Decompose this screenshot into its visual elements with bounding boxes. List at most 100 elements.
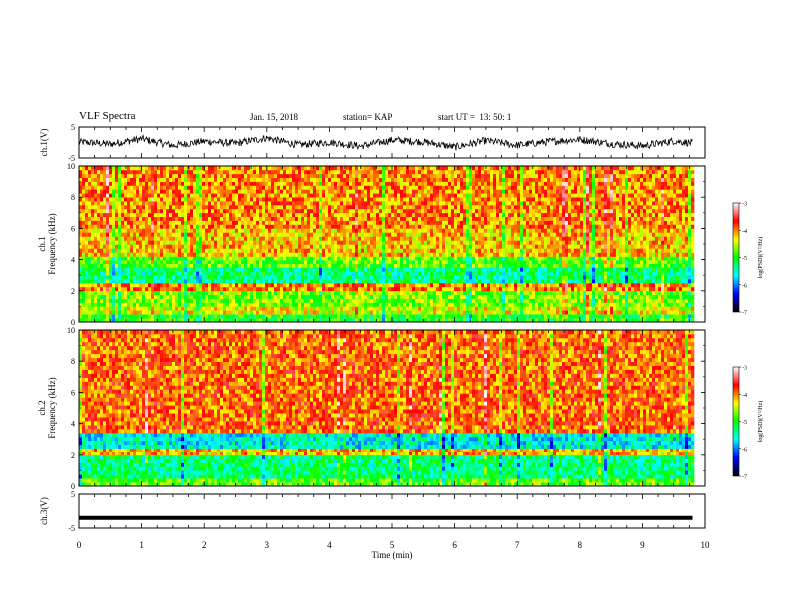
spectrogram-cell [142, 240, 145, 244]
spectrogram-cell [436, 221, 439, 225]
spectrogram-cell [421, 193, 424, 197]
spectrogram-cell [244, 170, 247, 174]
spectrogram-cell [196, 182, 199, 186]
spectrogram-cell [112, 260, 115, 264]
spectrogram-cell [103, 295, 106, 299]
spectrogram-cell [406, 193, 409, 197]
spectrogram-cell [196, 240, 199, 244]
spectrogram-cell [112, 249, 115, 253]
spectrogram-cell [247, 283, 250, 287]
spectrogram-cell [142, 221, 145, 225]
spectrogram-cell [193, 314, 196, 318]
spectrogram-cell [271, 217, 274, 221]
spectrogram-cell [358, 240, 361, 244]
spectrogram-cell [130, 232, 133, 236]
spectrogram-cell [409, 174, 412, 178]
spectrogram-cell [262, 291, 265, 295]
spectrogram-cell [196, 275, 199, 279]
spectrogram-cell [82, 267, 85, 271]
spectrogram-cell [259, 257, 262, 261]
spectrogram-cell [388, 260, 391, 264]
spectrogram-cell [214, 283, 217, 287]
spectrogram-cell [139, 209, 142, 213]
spectrogram-cell [322, 193, 325, 197]
spectrogram-cell [367, 283, 370, 287]
spectrogram-cell [367, 189, 370, 193]
spectrogram-cell [157, 174, 160, 178]
spectrogram-cell [205, 257, 208, 261]
spectrogram-cell [181, 240, 184, 244]
spectrogram-cell [250, 257, 253, 261]
spectrogram-cell [316, 253, 319, 257]
spectrogram-cell [412, 244, 415, 248]
spectrogram-cell [229, 228, 232, 232]
spectrogram-cell [409, 178, 412, 182]
spectrogram-cell [118, 236, 121, 240]
spectrogram-cell [322, 240, 325, 244]
spectrogram-cell [397, 170, 400, 174]
spectrogram-cell [85, 253, 88, 257]
spectrogram-cell [154, 303, 157, 307]
spectrogram-cell [439, 193, 442, 197]
spectrogram-cell [391, 306, 394, 310]
spectrogram-cell [436, 306, 439, 310]
spectrogram-cell [358, 303, 361, 307]
spectrogram-cell [358, 287, 361, 291]
spectrogram-cell [283, 178, 286, 182]
spectrogram-cell [433, 170, 436, 174]
spectrogram-cell [202, 193, 205, 197]
spectrogram-cell [211, 189, 214, 193]
spectrogram-cell [268, 236, 271, 240]
spectrogram-cell [262, 217, 265, 221]
spectrogram-cell [283, 182, 286, 186]
spectrogram-cell [184, 217, 187, 221]
spectrogram-cell [427, 267, 430, 271]
spectrogram-cell [199, 197, 202, 201]
spectrogram-cell [214, 260, 217, 264]
spectrogram-cell [151, 279, 154, 283]
spectrogram-cell [241, 166, 244, 170]
spectrogram-cell [268, 267, 271, 271]
spectrogram-cell [259, 244, 262, 248]
spectrogram-cell [82, 279, 85, 283]
spectrogram-cell [424, 201, 427, 205]
spectrogram-cell [118, 291, 121, 295]
spectrogram-cell [295, 291, 298, 295]
spectrogram-cell [157, 232, 160, 236]
spectrogram-cell [100, 225, 103, 229]
spectrogram-cell [163, 209, 166, 213]
spectrogram-cell [361, 201, 364, 205]
spectrogram-cell [169, 178, 172, 182]
spectrogram-cell [403, 287, 406, 291]
spectrogram-cell [277, 189, 280, 193]
spectrogram-cell [199, 295, 202, 299]
spectrogram-cell [97, 249, 100, 253]
spectrogram-cell [253, 178, 256, 182]
spectrogram-cell [310, 228, 313, 232]
spectrogram-cell [319, 170, 322, 174]
spectrogram-cell [139, 221, 142, 225]
spectrogram-cell [274, 244, 277, 248]
spectrogram-cell [211, 232, 214, 236]
spectrogram-cell [262, 213, 265, 217]
spectrogram-cell [424, 267, 427, 271]
spectrogram-cell [181, 213, 184, 217]
spectrogram-cell [235, 240, 238, 244]
spectrogram-cell [391, 186, 394, 190]
spectrogram-cell [340, 201, 343, 205]
spectrogram-cell [322, 244, 325, 248]
spectrogram-cell [187, 310, 190, 314]
spectrogram-cell [247, 314, 250, 318]
spectrogram-cell [163, 314, 166, 318]
spectrogram-cell [82, 264, 85, 268]
spectrogram-cell [286, 310, 289, 314]
spectrogram-cell [214, 186, 217, 190]
spectrogram-cell [313, 275, 316, 279]
spectrogram-cell [136, 314, 139, 318]
spectrogram-cell [418, 271, 421, 275]
spectrogram-cell [187, 260, 190, 264]
spectrogram-cell [334, 267, 337, 271]
spectrogram-cell [235, 253, 238, 257]
spectrogram-cell [184, 279, 187, 283]
spectrogram-cell [313, 299, 316, 303]
